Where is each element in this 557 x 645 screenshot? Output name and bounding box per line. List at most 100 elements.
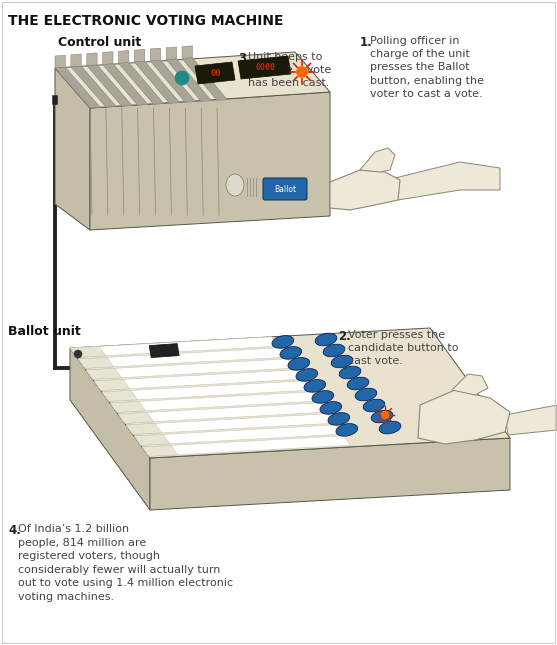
Polygon shape [71, 66, 116, 107]
Polygon shape [182, 58, 227, 101]
Polygon shape [86, 368, 121, 379]
Polygon shape [360, 148, 395, 172]
Polygon shape [87, 65, 132, 106]
Polygon shape [90, 92, 330, 230]
Circle shape [381, 411, 389, 419]
Polygon shape [166, 47, 177, 60]
Text: Voter presses the
candidate button to
cast vote.: Voter presses the candidate button to ca… [348, 330, 458, 366]
Polygon shape [150, 60, 196, 103]
Text: ♩: ♩ [280, 348, 284, 353]
Ellipse shape [339, 366, 361, 379]
Polygon shape [134, 50, 145, 62]
Polygon shape [87, 53, 97, 66]
Polygon shape [55, 52, 330, 108]
Text: 00: 00 [211, 68, 221, 77]
Ellipse shape [363, 399, 385, 412]
Polygon shape [134, 434, 169, 445]
Polygon shape [149, 344, 179, 357]
Ellipse shape [323, 344, 345, 357]
Text: ♩: ♩ [312, 392, 315, 397]
Polygon shape [102, 390, 138, 401]
Text: Unit beeps to
indicate a vote
has been cast.: Unit beeps to indicate a vote has been c… [248, 52, 331, 88]
Ellipse shape [371, 410, 393, 423]
Text: ♩: ♩ [336, 424, 339, 430]
Text: Of India’s 1.2 billion
people, 814 million are
registered voters, though
conside: Of India’s 1.2 billion people, 814 milli… [18, 524, 233, 602]
Polygon shape [195, 62, 235, 84]
Polygon shape [102, 381, 310, 401]
Polygon shape [118, 412, 154, 423]
FancyBboxPatch shape [263, 178, 307, 200]
Polygon shape [71, 54, 81, 67]
Ellipse shape [355, 388, 377, 401]
Text: Polling officer in
charge of the unit
presses the Ballot
button, enabling the
vo: Polling officer in charge of the unit pr… [370, 36, 484, 99]
Ellipse shape [347, 377, 369, 390]
Polygon shape [70, 337, 278, 357]
Text: ♩: ♩ [272, 337, 275, 342]
Polygon shape [55, 68, 90, 230]
Polygon shape [182, 46, 192, 59]
Ellipse shape [288, 357, 310, 370]
Text: ♩: ♩ [296, 370, 300, 375]
Ellipse shape [280, 346, 302, 359]
Polygon shape [126, 423, 162, 434]
Text: ♩: ♩ [328, 413, 331, 419]
Text: 1.: 1. [360, 36, 373, 49]
Polygon shape [238, 56, 291, 79]
Text: Ballot unit: Ballot unit [8, 325, 81, 338]
Text: ♩: ♩ [304, 381, 307, 386]
Polygon shape [94, 379, 130, 390]
Polygon shape [505, 405, 557, 435]
Ellipse shape [312, 391, 334, 403]
Polygon shape [110, 392, 319, 412]
Text: 4.: 4. [8, 524, 21, 537]
Ellipse shape [304, 380, 326, 392]
Polygon shape [70, 348, 150, 510]
Ellipse shape [328, 413, 350, 425]
Ellipse shape [272, 335, 294, 348]
Polygon shape [70, 328, 510, 458]
Polygon shape [142, 446, 178, 457]
Ellipse shape [320, 402, 341, 414]
Polygon shape [452, 374, 488, 395]
Polygon shape [110, 401, 145, 412]
Text: THE ELECTRONIC VOTING MACHINE: THE ELECTRONIC VOTING MACHINE [8, 14, 284, 28]
Polygon shape [330, 170, 400, 210]
Polygon shape [94, 370, 302, 390]
Text: 2.: 2. [338, 330, 351, 343]
Ellipse shape [336, 424, 358, 436]
Polygon shape [70, 346, 106, 357]
Ellipse shape [379, 421, 401, 434]
Polygon shape [119, 63, 164, 104]
Polygon shape [102, 52, 113, 64]
Circle shape [296, 66, 307, 77]
Ellipse shape [296, 368, 317, 381]
Polygon shape [126, 414, 334, 434]
Polygon shape [102, 64, 148, 105]
Text: ♩: ♩ [320, 402, 324, 408]
Text: Ballot: Ballot [274, 184, 296, 194]
Polygon shape [78, 357, 114, 368]
Polygon shape [166, 59, 212, 101]
Text: ♩: ♩ [288, 359, 291, 364]
Polygon shape [395, 162, 500, 200]
Circle shape [175, 71, 189, 85]
Polygon shape [86, 359, 295, 379]
Ellipse shape [226, 174, 244, 196]
Text: 3.: 3. [238, 52, 251, 65]
Polygon shape [55, 55, 65, 68]
Polygon shape [118, 402, 326, 423]
Text: Control unit: Control unit [58, 36, 141, 49]
Polygon shape [150, 48, 160, 61]
Polygon shape [78, 348, 286, 368]
Text: 0000: 0000 [255, 63, 275, 72]
Ellipse shape [331, 355, 353, 368]
Polygon shape [142, 436, 350, 457]
Polygon shape [150, 438, 510, 510]
Polygon shape [134, 61, 180, 103]
Polygon shape [119, 50, 129, 63]
Ellipse shape [315, 333, 337, 346]
Polygon shape [418, 390, 510, 444]
Circle shape [74, 350, 82, 358]
Polygon shape [134, 425, 343, 445]
Polygon shape [55, 67, 100, 108]
